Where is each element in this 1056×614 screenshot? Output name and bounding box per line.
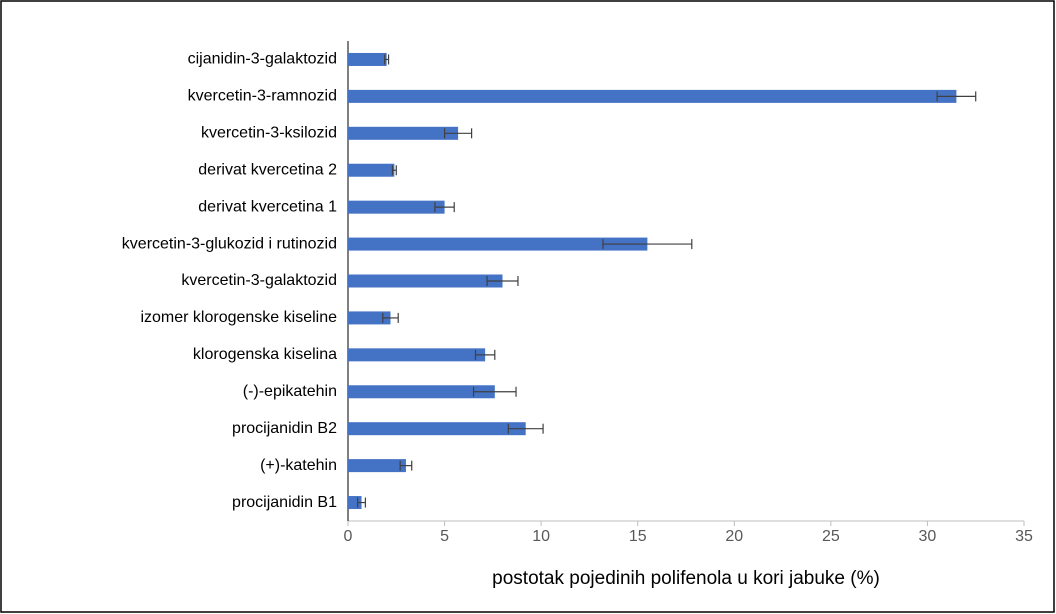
y-tick-label: kvercetin-3-galaktozid — [181, 272, 337, 289]
y-tick-label: derivat kvercetina 1 — [198, 198, 337, 215]
x-tick-label: 15 — [629, 528, 647, 545]
error-bar — [472, 386, 517, 397]
y-tick-label: izomer klorogenske kiseline — [140, 309, 337, 326]
bar — [348, 126, 459, 140]
error-bar — [357, 497, 366, 508]
y-tick-label: cijanidin-3-galaktozid — [188, 51, 337, 68]
error-bar — [382, 312, 399, 323]
bar — [348, 200, 445, 214]
x-tick-label: 10 — [532, 528, 550, 545]
x-tick-label: 20 — [725, 528, 743, 545]
x-tick-label: 30 — [919, 528, 937, 545]
bar — [348, 237, 648, 251]
error-bar — [384, 54, 390, 65]
x-tick-label: 0 — [344, 528, 353, 545]
bar — [348, 89, 957, 103]
error-bar — [486, 276, 519, 286]
x-tick-label: 25 — [822, 528, 840, 545]
error-bar — [391, 165, 397, 176]
bar — [348, 459, 406, 473]
error-bar — [936, 91, 977, 102]
error-bar — [507, 423, 544, 434]
y-tick-label: procijanidin B1 — [232, 494, 337, 511]
y-tick-label: (+)-katehin — [260, 457, 337, 474]
y-tick-label: kvercetin-3-ksilozid — [201, 125, 337, 142]
y-tick-label: klorogenska kiselina — [193, 346, 337, 363]
y-tick-label: procijanidin B2 — [232, 420, 337, 437]
error-bar — [399, 460, 413, 471]
bar — [348, 163, 395, 177]
bar — [348, 311, 391, 325]
bar — [348, 422, 526, 436]
y-tick-label: derivat kvercetina 2 — [198, 161, 337, 178]
x-axis-title: postotak pojedinih polifenola u kori jab… — [492, 568, 880, 589]
y-tick-label: (-)-epikatehin — [243, 383, 337, 400]
error-bar — [602, 239, 693, 250]
error-bar — [474, 349, 496, 360]
x-tick-label: 5 — [440, 528, 449, 545]
bar — [348, 348, 486, 362]
error-bar — [443, 128, 473, 139]
bar — [348, 385, 495, 399]
x-tick-label: 35 — [1015, 528, 1033, 545]
y-tick-label: kvercetin-3-ramnozid — [188, 88, 337, 105]
bar — [348, 52, 387, 66]
y-tick-label: kvercetin-3-glukozid i rutinozid — [122, 235, 337, 252]
error-bar — [434, 202, 455, 213]
bar — [348, 274, 503, 288]
